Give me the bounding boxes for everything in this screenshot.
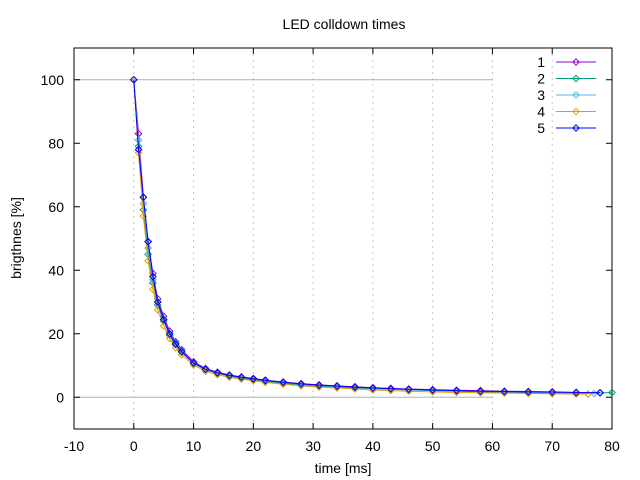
data-point [524, 387, 533, 396]
data-point [129, 75, 138, 84]
data-point [315, 381, 323, 390]
legend-label: 5 [537, 120, 545, 136]
series-3 [129, 75, 598, 398]
data-point [572, 388, 581, 397]
grid-lines [74, 48, 553, 429]
legend-item: 2 [537, 71, 596, 87]
series-line [133, 79, 601, 394]
y-tick-label: 20 [48, 326, 64, 342]
data-point [297, 380, 306, 388]
legend-label: 4 [537, 104, 545, 120]
y-axis-label: brigthnes [%] [8, 197, 24, 279]
y-axis: 0 20 40 60 80 100 [41, 72, 612, 405]
data-point [368, 384, 377, 392]
data-point [225, 371, 234, 380]
legend-label: 1 [537, 54, 545, 70]
x-axis-label: time [ms] [315, 460, 372, 476]
data-point [452, 386, 461, 395]
x-tick-label: 80 [604, 438, 620, 454]
data-point [171, 340, 180, 348]
data-point [201, 365, 210, 374]
legend-marker [572, 124, 580, 132]
series-line [133, 79, 589, 395]
legend-item: 3 [537, 87, 596, 103]
x-tick-label: 60 [485, 438, 501, 454]
data-point [144, 237, 153, 246]
data-point [548, 388, 557, 397]
x-tick-label: 40 [365, 438, 381, 454]
y-tick-label: 40 [48, 262, 64, 278]
data-point [386, 384, 395, 393]
legend-marker [572, 107, 580, 116]
data-point [596, 388, 604, 397]
legend-item: 1 [537, 54, 596, 70]
legend-label: 2 [537, 71, 545, 87]
series-layer [129, 75, 616, 398]
x-tick-label: 50 [425, 438, 441, 454]
x-tick-label: 20 [246, 438, 262, 454]
data-point [404, 385, 413, 394]
series-1 [129, 75, 604, 397]
data-point [213, 368, 222, 377]
data-point [177, 347, 186, 356]
data-point [165, 329, 174, 338]
series-5 [129, 75, 604, 397]
legend-marker [572, 74, 580, 83]
data-point [139, 199, 148, 208]
legend-item: 4 [537, 104, 596, 120]
plot-frame [73, 47, 613, 430]
data-point [134, 148, 143, 157]
data-point [351, 383, 359, 391]
data-point [333, 382, 341, 391]
y-tick-label: 60 [48, 199, 64, 215]
data-point [608, 388, 616, 397]
data-point [134, 145, 143, 154]
data-point [189, 359, 198, 367]
data-point [279, 378, 288, 387]
legend-marker [572, 91, 580, 99]
y-tick-label: 0 [56, 389, 64, 405]
legend-label: 3 [537, 87, 545, 103]
chart-title: LED colldown times [283, 16, 406, 32]
data-point [139, 193, 148, 202]
data-point [159, 315, 168, 324]
data-point [500, 387, 509, 396]
x-tick-label: 30 [305, 438, 321, 454]
legend-marker [572, 58, 580, 66]
legend-item: 5 [537, 120, 596, 136]
series-4 [129, 75, 592, 398]
data-point [237, 373, 246, 382]
data-point [476, 387, 485, 396]
series-line [133, 79, 595, 394]
data-point [153, 298, 162, 306]
data-point [428, 386, 437, 394]
series-line [133, 79, 601, 394]
x-tick-label: 70 [544, 438, 560, 454]
y-tick-label: 100 [41, 72, 65, 88]
y-tick-label: 80 [48, 135, 64, 151]
x-tick-label: -10 [64, 438, 84, 454]
data-point [144, 244, 153, 252]
data-point [148, 272, 157, 281]
x-tick-label: 0 [130, 438, 138, 454]
x-axis: -10 0 10 20 30 40 50 60 70 80 [64, 48, 620, 454]
data-point [261, 376, 270, 385]
x-tick-label: 10 [186, 438, 202, 454]
data-point [249, 374, 258, 383]
